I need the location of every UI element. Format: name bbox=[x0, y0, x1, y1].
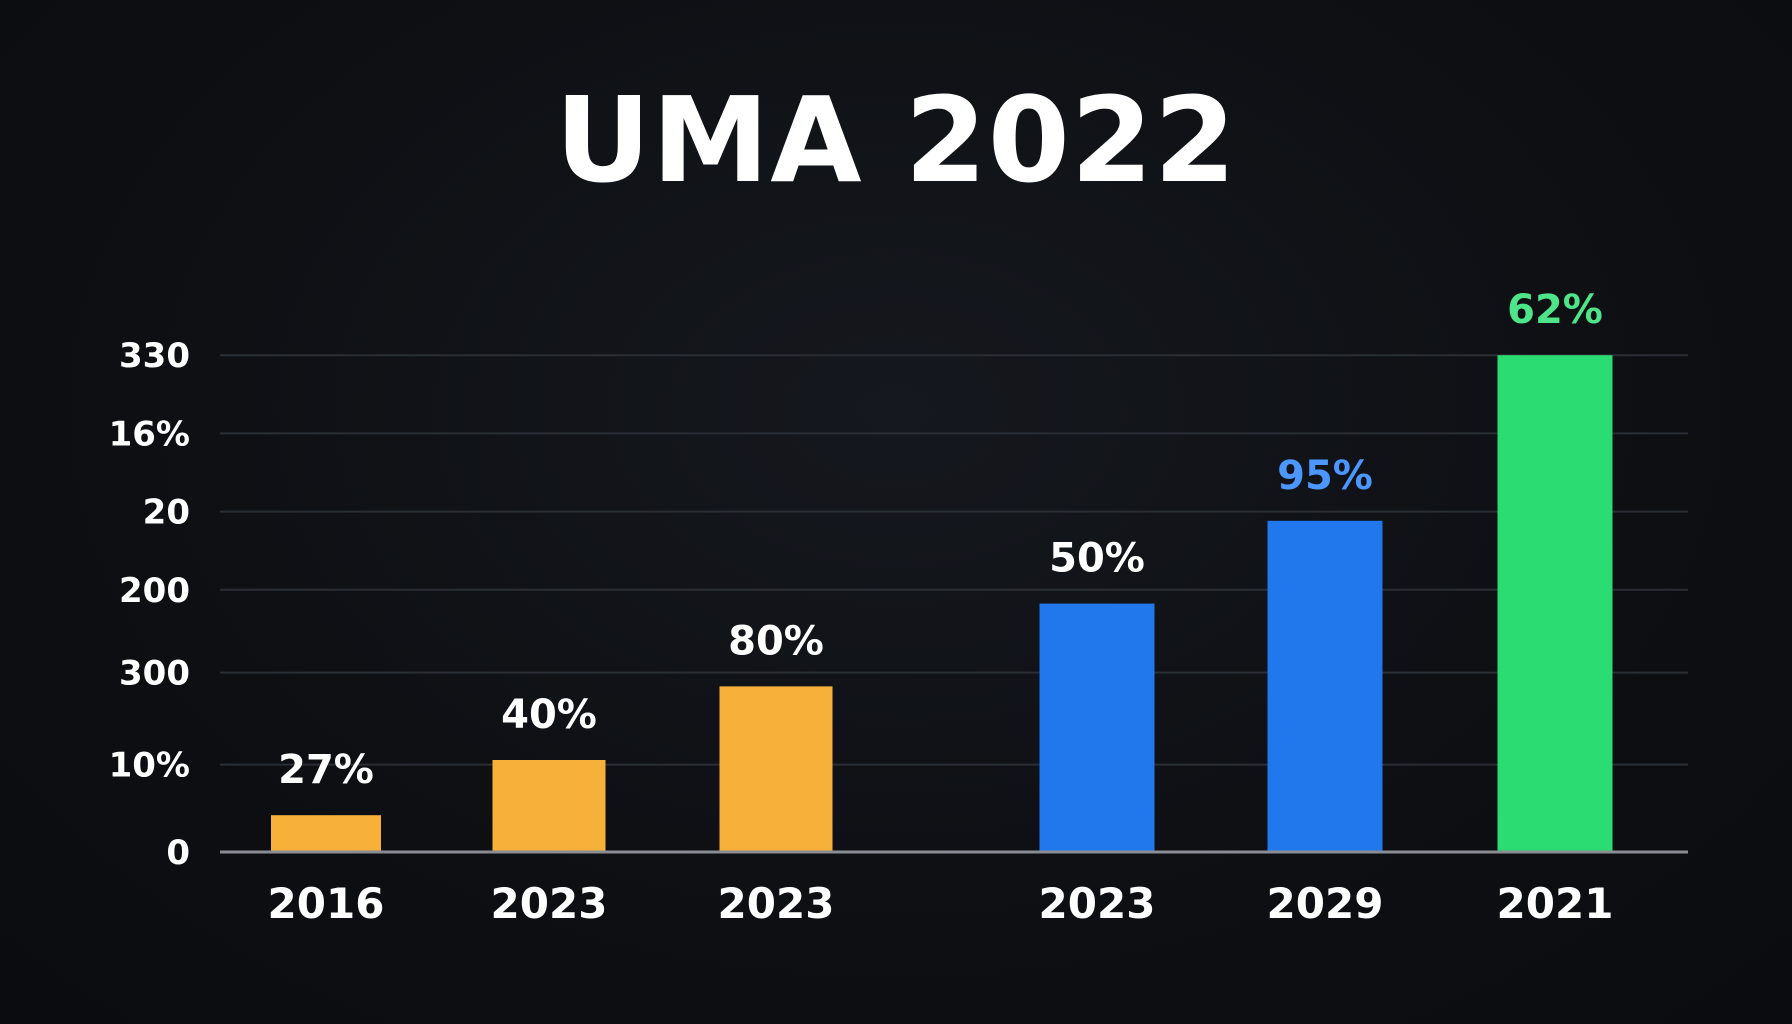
bar bbox=[1267, 520, 1383, 852]
y-tick-label: 200 bbox=[119, 571, 190, 611]
data-label: 80% bbox=[728, 618, 824, 664]
data-label: 50% bbox=[1049, 536, 1145, 582]
x-tick-label: 2023 bbox=[491, 879, 608, 928]
x-tick-label: 2016 bbox=[268, 879, 385, 928]
bar bbox=[492, 760, 606, 852]
bar bbox=[271, 815, 381, 852]
data-label: 95% bbox=[1277, 453, 1373, 499]
x-axis-ticks: 2016 2023 2023 2023 2029 2021 bbox=[268, 879, 1614, 928]
y-tick-label: 0 bbox=[166, 833, 190, 873]
y-tick-label: 10% bbox=[109, 746, 190, 786]
bar bbox=[1039, 603, 1155, 852]
x-tick-label: 2023 bbox=[718, 879, 835, 928]
chart-title: UMA 2022 bbox=[554, 71, 1238, 209]
bar bbox=[719, 686, 833, 852]
data-label: 62% bbox=[1507, 287, 1603, 333]
bars bbox=[271, 355, 1613, 852]
grid-lines bbox=[220, 354, 1688, 766]
x-tick-label: 2023 bbox=[1039, 879, 1156, 928]
data-labels: 27% 40% 80% 50% 95% 62% bbox=[278, 287, 1603, 793]
data-label: 27% bbox=[278, 747, 374, 793]
data-label: 40% bbox=[501, 692, 597, 738]
y-axis-ticks: 0 10% 300 200 20 16% 330 bbox=[109, 336, 190, 873]
x-tick-label: 2029 bbox=[1267, 879, 1384, 928]
y-tick-label: 20 bbox=[143, 493, 190, 533]
bar bbox=[1497, 355, 1613, 852]
y-tick-label: 330 bbox=[119, 336, 190, 376]
y-tick-label: 16% bbox=[109, 414, 190, 454]
y-tick-label: 300 bbox=[119, 654, 190, 694]
x-tick-label: 2021 bbox=[1497, 879, 1614, 928]
